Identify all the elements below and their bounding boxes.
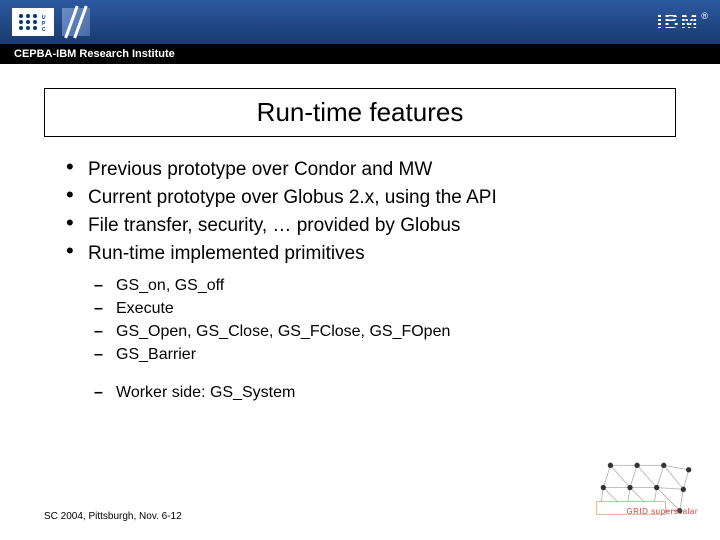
slide-title: Run-time features [45, 97, 675, 128]
sub-bullet-item: Execute [60, 300, 660, 318]
institute-label: CEPBA-IBM Research Institute [14, 48, 175, 60]
ibm-logo-icon: IBM [657, 11, 700, 33]
sub-bullet-list: GS_on, GS_off Execute GS_Open, GS_Close,… [60, 277, 660, 364]
bullet-item: File transfer, security, … provided by G… [60, 215, 660, 237]
slide-content: Previous prototype over Condor and MW Cu… [0, 137, 720, 402]
ibm-logo-wrap: IBM® [657, 11, 708, 34]
bullet-item: Current prototype over Globus 2.x, using… [60, 187, 660, 209]
bullet-item: Run-time implemented primitives [60, 243, 660, 265]
sub-bullet-list-2: Worker side: GS_System [60, 384, 660, 402]
grid-superscalar-logo-icon [590, 452, 702, 532]
header-band: U P C IBM® [0, 0, 720, 44]
footer-text: SC 2004, Pittsburgh, Nov. 6-12 [44, 511, 182, 522]
title-box: Run-time features [44, 88, 676, 137]
svg-text:C: C [42, 27, 46, 33]
registered-mark: ® [701, 11, 708, 21]
sub-bullet-item: GS_Barrier [60, 346, 660, 364]
sub-bullet-item: Worker side: GS_System [60, 384, 660, 402]
bsc-logo-icon [62, 8, 90, 36]
grid-logo-label: GRID superscalar [626, 507, 698, 516]
sub-bullet-item: GS_on, GS_off [60, 277, 660, 295]
main-bullet-list: Previous prototype over Condor and MW Cu… [60, 159, 660, 265]
sub-bullet-item: GS_Open, GS_Close, GS_FClose, GS_FOpen [60, 323, 660, 341]
header-left-logos: U P C [12, 8, 90, 36]
upc-logo-icon: U P C [12, 8, 54, 36]
bullet-item: Previous prototype over Condor and MW [60, 159, 660, 181]
subheader-band: CEPBA-IBM Research Institute [0, 44, 720, 64]
